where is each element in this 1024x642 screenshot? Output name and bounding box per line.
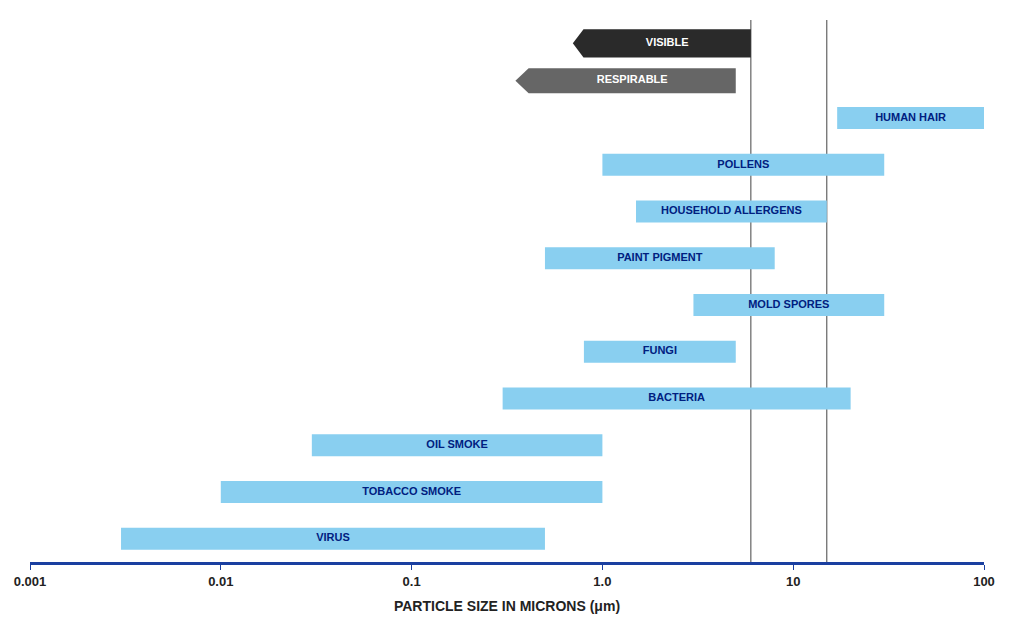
svg-text:1.0: 1.0 xyxy=(593,574,611,589)
svg-text:10: 10 xyxy=(786,574,800,589)
svg-text:HOUSEHOLD ALLERGENS: HOUSEHOLD ALLERGENS xyxy=(661,204,802,216)
svg-text:100: 100 xyxy=(973,574,995,589)
svg-text:0.1: 0.1 xyxy=(403,574,421,589)
svg-text:RESPIRABLE: RESPIRABLE xyxy=(597,73,668,85)
svg-text:BACTERIA: BACTERIA xyxy=(648,391,705,403)
svg-text:PAINT PIGMENT: PAINT PIGMENT xyxy=(617,251,703,263)
svg-text:TOBACCO SMOKE: TOBACCO SMOKE xyxy=(362,485,461,497)
svg-text:OIL SMOKE: OIL SMOKE xyxy=(426,438,488,450)
svg-text:0.01: 0.01 xyxy=(208,574,233,589)
svg-text:0.001: 0.001 xyxy=(14,574,47,589)
svg-text:POLLENS: POLLENS xyxy=(717,158,769,170)
svg-text:VISIBLE: VISIBLE xyxy=(646,36,689,48)
svg-text:PARTICLE SIZE IN MICRONS (μm): PARTICLE SIZE IN MICRONS (μm) xyxy=(394,598,620,614)
svg-text:HUMAN HAIR: HUMAN HAIR xyxy=(875,111,946,123)
svg-text:VIRUS: VIRUS xyxy=(316,531,350,543)
svg-text:FUNGI: FUNGI xyxy=(643,344,677,356)
svg-text:MOLD SPORES: MOLD SPORES xyxy=(748,298,829,310)
